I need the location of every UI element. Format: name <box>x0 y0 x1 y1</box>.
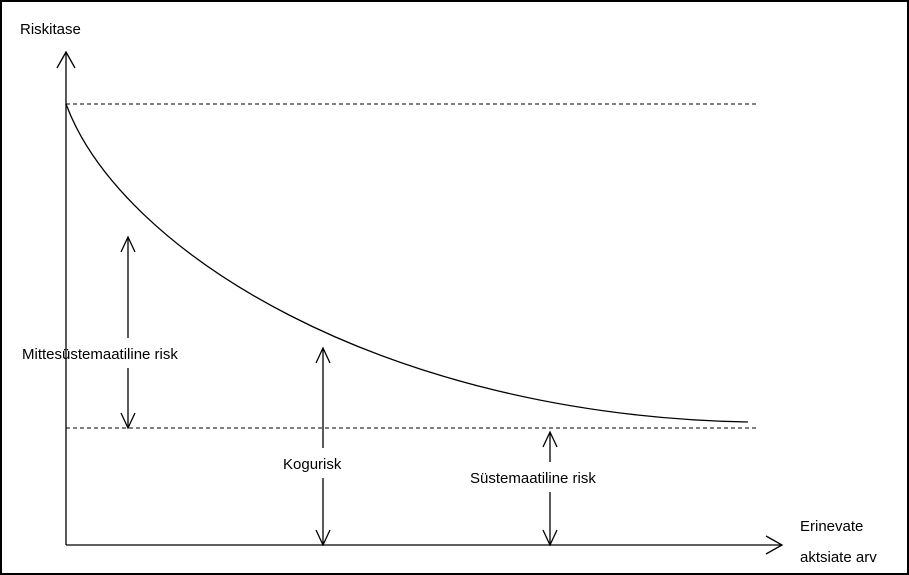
systematic-arrow <box>542 430 558 547</box>
total-label: Kogurisk <box>283 456 342 473</box>
unsystematic-arrow <box>120 235 136 430</box>
unsystematic-label: Mittesüstemaatiline risk <box>22 346 178 363</box>
systematic-label: Süstemaatiline risk <box>470 470 596 487</box>
y-axis-label: Riskitase <box>20 21 81 38</box>
y-axis-arrow <box>56 50 76 69</box>
risk-curve <box>65 103 749 423</box>
total-arrow <box>315 346 331 547</box>
x-axis-arrow <box>765 535 784 555</box>
x-axis-label: Erinevate <box>800 518 863 535</box>
x-axis-label: aktsiate arv <box>800 549 877 566</box>
